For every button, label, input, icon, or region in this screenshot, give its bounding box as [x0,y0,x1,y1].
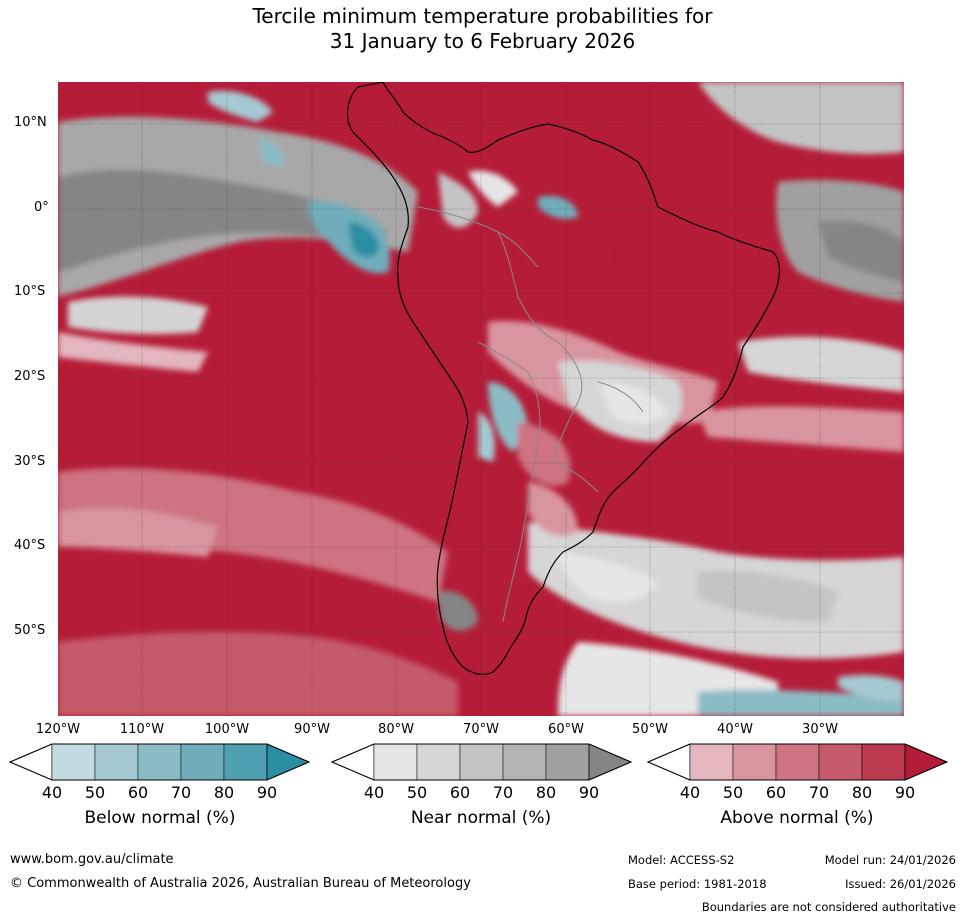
colorbar-tick-label: 70 [170,783,192,802]
colorbar-tick-label: 40 [41,783,63,802]
lat-label-30s: 30°S [14,454,46,469]
lat-label-0: 0° [34,200,49,215]
colorbar-extend-high [266,743,310,781]
colorbar-tick-label: 50 [722,783,744,802]
footer-model-run: Model run: 24/01/2026 [824,853,956,867]
lon-label-100w: 100°W [204,722,250,737]
colorbar-tick-label: 70 [808,783,830,802]
colorbar-bin [732,743,777,781]
probability-field [58,82,904,716]
colorbar-extend-high [588,743,632,781]
colorbar-tick-label: 50 [406,783,428,802]
colorbar-tick-label: 40 [363,783,385,802]
colorbar-tick-label: 80 [851,783,873,802]
colorbar-below [8,743,310,781]
continent-outline [346,82,780,676]
colorbar-above [646,743,948,781]
map-graticule [58,82,904,716]
lat-label-10s: 10°S [14,284,46,299]
colorbar-outline [330,743,632,781]
colorbar-bin [223,743,268,781]
colorbar-tick-label: 90 [894,783,916,802]
colorbar-tick-label: 90 [578,783,600,802]
colorbar-near-title: Near normal (%) [410,808,552,828]
probability-map [58,82,904,716]
footer-url: www.bom.gov.au/climate [10,852,174,867]
title-line-2: 31 January to 6 February 2026 [329,29,636,53]
colorbar-bin [775,743,820,781]
colorbar-tick-label: 60 [449,783,471,802]
colorbar-tick-label: 40 [679,783,701,802]
colorbar-bin [51,743,96,781]
colorbar-outline [8,743,310,781]
colorbar-tick-label: 90 [256,783,278,802]
footer-disclaimer: Boundaries are not considered authoritat… [701,900,956,914]
colorbar-bin [94,743,139,781]
colorbar-tick-label: 50 [84,783,106,802]
lon-label-40w: 40°W [717,722,753,737]
colorbar-above-title: Above normal (%) [720,808,874,828]
country-borders [417,206,644,623]
footer-issued: Issued: 26/01/2026 [845,877,956,891]
colorbar-bin [502,743,547,781]
colorbar-tick-label: 60 [765,783,787,802]
colorbar-extend-high [904,743,948,781]
colorbar-tick-label: 60 [127,783,149,802]
colorbar-below-title: Below normal (%) [84,808,236,828]
map-svg [58,82,904,716]
footer-model: Model: ACCESS-S2 [628,853,735,867]
lon-label-80w: 80°W [378,722,414,737]
title-line-1: Tercile minimum temperature probabilitie… [252,4,713,28]
colorbar-tick-label: 70 [492,783,514,802]
colorbar-bin [137,743,182,781]
colorbar-bin [180,743,225,781]
footer-copyright: © Commonwealth of Australia 2026, Austra… [10,876,471,891]
footer-base-period: Base period: 1981-2018 [628,877,767,891]
lon-label-110w: 110°W [119,722,165,737]
colorbar-extend-low [8,743,53,781]
colorbar-near [330,743,632,781]
colorbar-bin [818,743,863,781]
colorbar-bin [373,743,418,781]
colorbar-bin [459,743,504,781]
lon-label-60w: 60°W [548,722,584,737]
colorbar-bin [689,743,734,781]
colorbar-bin [545,743,590,781]
lon-label-30w: 30°W [802,722,838,737]
lon-label-70w: 70°W [463,722,499,737]
colorbar-bin [861,743,906,781]
colorbar-bin [416,743,461,781]
lat-label-10n: 10°N [14,115,47,130]
colorbar-extend-low [646,743,691,781]
lat-label-40s: 40°S [14,538,46,553]
lon-label-90w: 90°W [294,722,330,737]
colorbar-tick-label: 80 [535,783,557,802]
lon-label-50w: 50°W [632,722,668,737]
colorbar-outline [646,743,948,781]
map-title: Tercile minimum temperature probabilitie… [0,4,965,54]
lat-label-20s: 20°S [14,369,46,384]
lon-label-120w: 120°W [35,722,81,737]
colorbar-tick-label: 80 [213,783,235,802]
lat-label-50s: 50°S [14,623,46,638]
colorbar-extend-low [330,743,375,781]
